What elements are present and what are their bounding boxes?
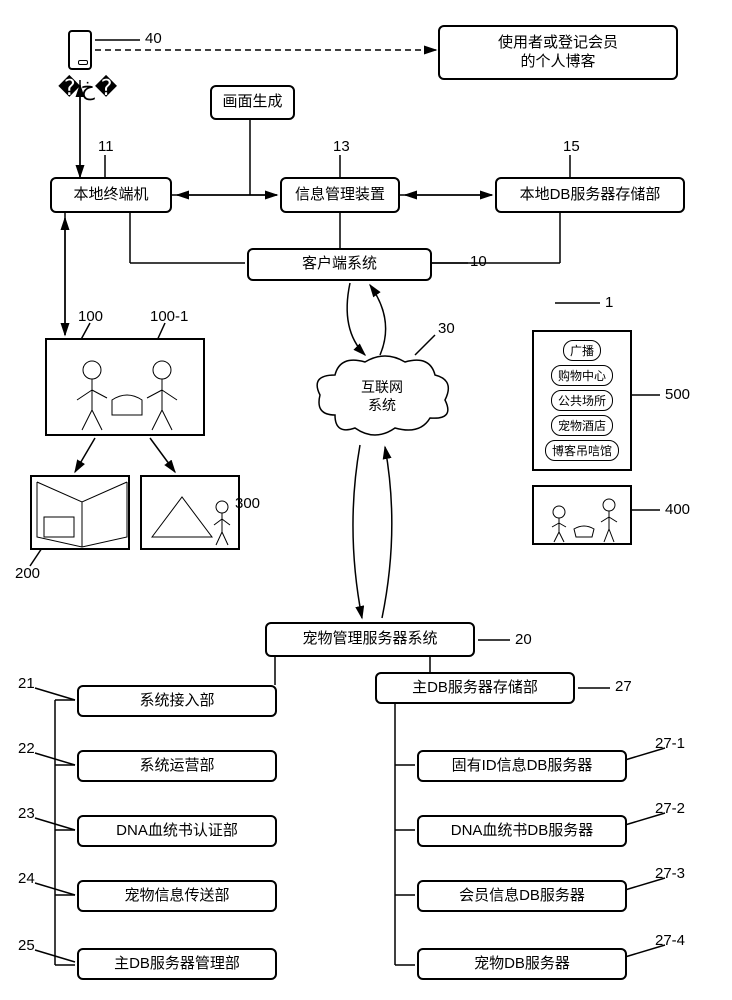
screen-gen-box: 画面生成 bbox=[210, 85, 295, 120]
label-23: 23 bbox=[18, 805, 35, 822]
local-terminal-box: 本地终端机 bbox=[50, 177, 172, 213]
label-27-4: 27-4 bbox=[655, 932, 685, 949]
internet-cloud: 互联网 系统 bbox=[310, 350, 455, 445]
label-300: 300 bbox=[235, 495, 260, 512]
service-mall: 购物中心 bbox=[551, 365, 613, 386]
label-25: 25 bbox=[18, 937, 35, 954]
label-22: 22 bbox=[18, 740, 35, 757]
blog-box: 使用者或登记会员 的个人博客 bbox=[438, 25, 678, 80]
label-27-3: 27-3 bbox=[655, 865, 685, 882]
label-400: 400 bbox=[665, 501, 690, 518]
label-10: 10 bbox=[470, 253, 487, 270]
main-db-mgmt-box: 主DB服务器管理部 bbox=[77, 948, 277, 980]
info-mgmt-box: 信息管理装置 bbox=[280, 177, 400, 213]
dna-db-box: DNA血统书DB服务器 bbox=[417, 815, 627, 847]
label-100: 100 bbox=[78, 308, 103, 325]
service-public: 公共场所 bbox=[551, 390, 613, 411]
label-24: 24 bbox=[18, 870, 35, 887]
image-people-dog bbox=[45, 338, 205, 436]
service-hotel: 宠物酒店 bbox=[551, 415, 613, 436]
label-20: 20 bbox=[515, 631, 532, 648]
label-100-1: 100-1 bbox=[150, 308, 188, 325]
pet-db-box: 宠物DB服务器 bbox=[417, 948, 627, 980]
service-broadcast: 广播 bbox=[563, 340, 601, 361]
image-room bbox=[30, 475, 130, 550]
sys-ops-box: 系统运营部 bbox=[77, 750, 277, 782]
dna-cert-box: DNA血统书认证部 bbox=[77, 815, 277, 847]
sys-access-box: 系统接入部 bbox=[77, 685, 277, 717]
id-db-box: 固有ID信息DB服务器 bbox=[417, 750, 627, 782]
pet-server-box: 宠物管理服务器系统 bbox=[265, 622, 475, 657]
member-db-box: 会员信息DB服务器 bbox=[417, 880, 627, 912]
smartphone-icon bbox=[68, 30, 92, 70]
cloud-text-2: 系统 bbox=[368, 397, 396, 413]
label-1: 1 bbox=[605, 294, 613, 311]
label-40: 40 bbox=[145, 30, 162, 47]
local-db-box: 本地DB服务器存储部 bbox=[495, 177, 685, 213]
label-27: 27 bbox=[615, 678, 632, 695]
service-memorial: 博客吊唁馆 bbox=[545, 440, 619, 461]
label-200: 200 bbox=[15, 565, 40, 582]
label-13: 13 bbox=[333, 138, 350, 155]
image-outdoor bbox=[140, 475, 240, 550]
cloud-text-1: 互联网 bbox=[361, 379, 403, 395]
label-27-2: 27-2 bbox=[655, 800, 685, 817]
label-27-1: 27-1 bbox=[655, 735, 685, 752]
main-db-store-box: 主DB服务器存储部 bbox=[375, 672, 575, 704]
label-11: 11 bbox=[98, 138, 114, 155]
services-list: 广播 购物中心 公共场所 宠物酒店 博客吊唁馆 bbox=[532, 330, 632, 471]
image-people-pet bbox=[532, 485, 632, 545]
label-30: 30 bbox=[438, 320, 455, 337]
label-21: 21 bbox=[18, 675, 35, 692]
wifi-icon: �خ� bbox=[58, 75, 117, 101]
client-system-box: 客户端系统 bbox=[247, 248, 432, 281]
label-15: 15 bbox=[563, 138, 580, 155]
label-500: 500 bbox=[665, 386, 690, 403]
pet-info-tx-box: 宠物信息传送部 bbox=[77, 880, 277, 912]
